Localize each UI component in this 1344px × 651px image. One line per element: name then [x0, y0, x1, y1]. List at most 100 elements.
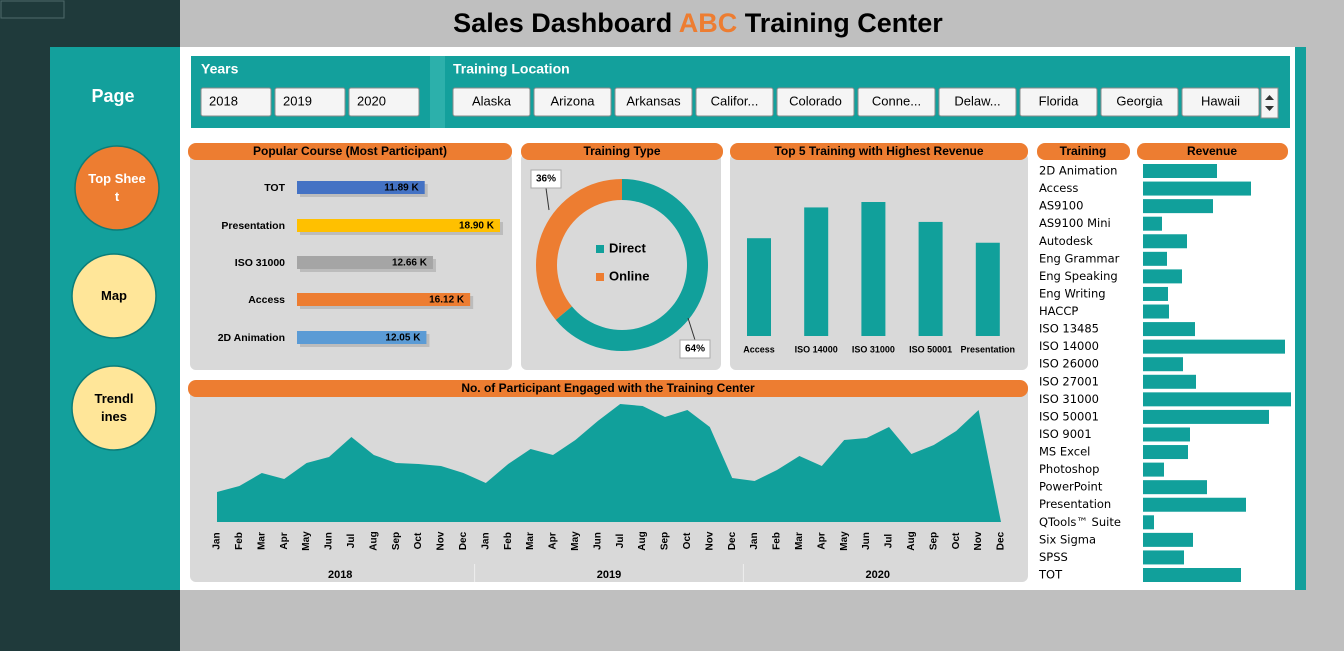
y-tick-label: Autodesk: [1039, 234, 1093, 248]
nav-button-shape[interactable]: [71, 365, 157, 451]
slicer-item[interactable]: Georgia: [1100, 87, 1179, 117]
slicer-button[interactable]: [348, 87, 420, 117]
y-tick-label: TOT: [264, 182, 285, 194]
y-tick-label: ISO 13485: [1039, 322, 1099, 336]
slicer-item[interactable]: Conne...: [857, 87, 936, 117]
slicer-label[interactable]: Arizona: [550, 93, 595, 108]
slicer-item[interactable]: Hawaii: [1181, 87, 1260, 117]
bar: [1143, 304, 1169, 319]
slicer-button[interactable]: [274, 87, 346, 117]
bar: [297, 219, 500, 232]
nav-label-box[interactable]: Trendlines: [84, 384, 144, 432]
x-group-label: 2020: [866, 569, 890, 581]
cell-selector: [0, 0, 65, 19]
nav-button-shape[interactable]: [71, 253, 157, 339]
slicer-label[interactable]: Delaw...: [954, 93, 1000, 108]
x-tick-label: Dec: [458, 531, 469, 550]
y-tick-label: SPSS: [1039, 550, 1068, 564]
slicer-label[interactable]: 2020: [357, 93, 386, 108]
slicer-button[interactable]: [695, 87, 774, 117]
nav-button-shape[interactable]: [74, 145, 160, 231]
bar: [1143, 322, 1195, 337]
y-tick-label: Eng Speaking: [1039, 269, 1118, 283]
scroll-down[interactable]: [1265, 106, 1274, 111]
nav-label[interactable]: Trendlines: [94, 391, 134, 424]
bar: [1143, 480, 1207, 495]
slicer-label[interactable]: 2019: [283, 93, 312, 108]
y-tick-label: ISO 14000: [1039, 339, 1099, 353]
slicer-label[interactable]: Califor...: [711, 93, 759, 108]
x-tick-label: Mar: [256, 532, 267, 550]
x-tick-label: Jun: [861, 532, 872, 550]
chart-title: Top 5 Training with Highest Revenue: [774, 144, 983, 158]
slicer-item[interactable]: Califor...: [695, 87, 774, 117]
bar: [1143, 462, 1164, 477]
slicer-item[interactable]: 2018: [200, 87, 272, 117]
nav-label-box[interactable]: Map: [84, 272, 144, 320]
y-tick-label: Access: [248, 294, 285, 306]
x-tick-label: Aug: [637, 531, 648, 550]
data-label: 36%: [536, 174, 556, 185]
bar: [297, 293, 471, 306]
slicer-button[interactable]: [452, 87, 531, 117]
nav-label-box[interactable]: Top Sheet: [87, 164, 147, 212]
slicer-button[interactable]: [776, 87, 855, 117]
title-part: Sales Dashboard: [453, 8, 672, 38]
y-tick-label: AS9100 Mini: [1039, 216, 1111, 230]
slicer-label[interactable]: Conne...: [872, 93, 921, 108]
slicer-item[interactable]: 2019: [274, 87, 346, 117]
slicer-label[interactable]: Florida: [1039, 93, 1080, 108]
slicer-button[interactable]: [857, 87, 936, 117]
scroll-up[interactable]: [1265, 95, 1274, 100]
chart-title: Popular Course (Most Participant): [253, 144, 447, 158]
nav-button[interactable]: Trendlines: [71, 365, 157, 451]
x-tick-label: Sep: [928, 532, 939, 550]
x-tick-label: Nov: [973, 531, 984, 550]
y-tick-label: PowerPoint: [1039, 480, 1103, 494]
x-tick-label: ISO 50001: [909, 344, 952, 354]
y-tick-label: Access: [1039, 181, 1078, 195]
slicer-item[interactable]: Arkansas: [614, 87, 693, 117]
slicer-label[interactable]: Georgia: [1116, 93, 1163, 108]
header-pill: [1037, 143, 1130, 160]
slicer-item[interactable]: Colorado: [776, 87, 855, 117]
slicer-button[interactable]: [1181, 87, 1260, 117]
bar: [1143, 568, 1241, 582]
header-pill: [188, 380, 1028, 397]
bar: [1143, 409, 1269, 424]
nav-label[interactable]: Top Sheet: [88, 171, 146, 204]
y-tick-label: Eng Writing: [1039, 286, 1106, 300]
x-tick-label: Presentation: [961, 344, 1016, 354]
slicer-label[interactable]: Hawaii: [1201, 93, 1240, 108]
slicer-button[interactable]: [614, 87, 693, 117]
slicer-label[interactable]: Alaska: [472, 93, 512, 108]
nav-button[interactable]: Top Sheet: [74, 145, 160, 231]
slicer-item[interactable]: Alaska: [452, 87, 531, 117]
x-tick-label: Feb: [234, 532, 245, 550]
slicer-button[interactable]: [1019, 87, 1098, 117]
slicer-button[interactable]: [200, 87, 272, 117]
chart-title: No. of Participant Engaged with the Trai…: [461, 381, 755, 395]
slicer-item[interactable]: 2020: [348, 87, 420, 117]
bar: [1143, 251, 1167, 266]
slicer-button[interactable]: [1100, 87, 1179, 117]
x-tick-label: Apr: [279, 532, 290, 549]
slicer-label[interactable]: 2018: [209, 93, 238, 108]
x-tick-label: May: [839, 531, 850, 551]
bar: [1143, 234, 1187, 249]
leader-line: [545, 187, 550, 211]
slicer-button[interactable]: [533, 87, 612, 117]
slicer-item[interactable]: Arizona: [533, 87, 612, 117]
bar: [1143, 339, 1285, 354]
chart-title: Training Type: [583, 144, 660, 158]
slicer-button[interactable]: [938, 87, 1017, 117]
area: [217, 404, 1001, 522]
slicer-item[interactable]: Delaw...: [938, 87, 1017, 117]
slicer-item[interactable]: Florida: [1019, 87, 1098, 117]
nav-label[interactable]: Map: [101, 288, 127, 303]
slicer-label[interactable]: Arkansas: [626, 93, 681, 108]
nav-button[interactable]: Map: [71, 253, 157, 339]
slicer-label[interactable]: Colorado: [789, 93, 842, 108]
scroll-button[interactable]: [1260, 87, 1279, 119]
